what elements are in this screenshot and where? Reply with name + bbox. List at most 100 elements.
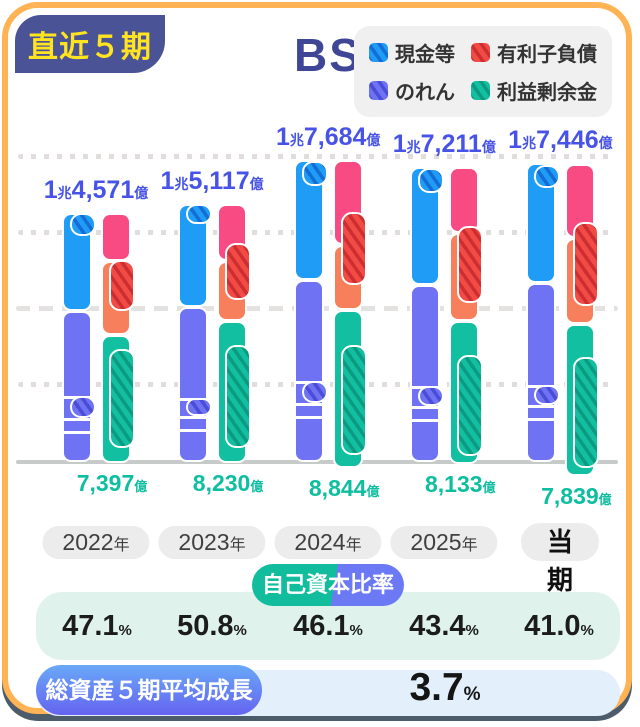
bar-segment-other-liabilities — [100, 213, 131, 262]
total-assets-label-part: 億 — [598, 135, 613, 152]
total-assets-label-part: 7,684 — [303, 123, 367, 152]
overlay-retained-hatch — [456, 354, 483, 457]
overlay-retained-hatch — [224, 345, 251, 449]
overlay-debt-hatch — [224, 242, 251, 300]
retained-earnings-label: 7,839億 — [501, 483, 640, 510]
overlay-cash-hatch — [185, 204, 212, 224]
bar-segment-goodwill — [409, 284, 440, 462]
retained-earnings-label-part: 7,839 — [541, 483, 599, 510]
total-assets-label-part: 兆 — [57, 184, 72, 201]
overlay-debt-hatch — [108, 260, 135, 311]
gridline-dotted — [18, 154, 616, 159]
retained-earnings-label-part: 億 — [366, 484, 380, 500]
overlay-retained-hatch — [108, 349, 135, 449]
overlay-cash-hatch — [301, 160, 328, 186]
legend-label: 有利子負債 — [497, 44, 597, 66]
overlay-debt-hatch — [340, 212, 367, 285]
page-title: BS — [294, 29, 362, 81]
total-assets-label-part: 兆 — [522, 135, 537, 152]
recent-periods-badge: 直近５期 — [15, 15, 165, 73]
growth-rate-value: 3.7% — [365, 666, 525, 710]
equity-ratio-value: 46.1% — [258, 610, 398, 643]
retained-earnings-label: 8,230億 — [153, 470, 303, 497]
period-suffix: 年 — [345, 537, 362, 554]
period-pill-current[interactable]: 当期 — [520, 523, 600, 595]
equity-ratio-value: 41.0% — [489, 610, 629, 643]
value: 47.1 — [62, 610, 119, 642]
bar-segment-other-liabilities — [332, 159, 363, 245]
retained-earnings-label-part: 億 — [598, 492, 612, 508]
total-assets-label-part: 1 — [508, 126, 523, 155]
bar-chart: 1兆4,571億 7,397億 1兆5,117億 8,230億 1兆7,684億 8,84… — [8, 8, 640, 727]
total-assets-label-part: 1 — [392, 129, 407, 158]
total-assets-label-part: 億 — [481, 138, 496, 155]
bar-seam — [411, 419, 438, 423]
value: 43.4 — [409, 610, 466, 642]
equity-ratio-value: 43.4% — [374, 610, 514, 643]
period-suffix: 年 — [229, 537, 246, 554]
total-assets-label: 1兆4,571億 — [1, 176, 191, 205]
retained-earnings-label-part: 8,230 — [192, 469, 251, 496]
overlay-retained-hatch — [340, 345, 367, 456]
bar-segment-goodwill — [293, 280, 324, 462]
retained-earnings-label-part: 億 — [482, 480, 496, 495]
period-label: 2024 — [294, 529, 346, 555]
unit: % — [118, 622, 132, 639]
period-pill-2025[interactable]: 2025 年 — [390, 526, 498, 559]
debt-swatch-icon — [471, 43, 490, 62]
overlay-debt-hatch — [456, 226, 483, 304]
bar-segment-goodwill — [177, 306, 208, 462]
equity-ratio-title: 自己資本比率 — [252, 564, 404, 606]
period-label: 2025 — [410, 529, 462, 555]
retained-swatch-icon — [471, 81, 490, 100]
unit: % — [349, 622, 363, 639]
period-suffix: 年 — [113, 537, 130, 554]
unit: % — [233, 622, 247, 639]
legend-label: 現金等 — [395, 44, 455, 66]
total-assets-label-part: 億 — [249, 176, 264, 193]
legend: 現金等 有利子負債 のれん 利益剰余金 — [354, 26, 612, 117]
overlay-goodwill-hatch — [301, 380, 328, 403]
retained-earnings-label: 8,133億 — [385, 471, 535, 498]
unit: % — [580, 622, 594, 639]
total-assets-label: 1兆7,446億 — [465, 126, 640, 155]
total-assets-label-part: 兆 — [289, 132, 304, 149]
overlay-cash-hatch — [417, 167, 444, 193]
total-assets-label-part: 億 — [134, 184, 149, 201]
equity-ratio-value: 47.1% — [27, 610, 167, 643]
bar-seam — [295, 415, 322, 419]
overlay-cash-hatch — [69, 212, 96, 237]
card: 直近５期 BS 現金等 有利子負債 のれん 利益剰余金 1兆4,571億 7,39… — [2, 2, 632, 716]
baseline-axis — [16, 460, 618, 464]
unit: % — [465, 622, 479, 639]
total-assets-label-part: 億 — [366, 132, 381, 149]
total-assets-label-part: 兆 — [406, 138, 421, 155]
total-assets-label-part: 1 — [275, 123, 290, 152]
period-pill-2024[interactable]: 2024 年 — [274, 526, 382, 559]
period-label: 2022 — [62, 529, 114, 555]
bar-segment-other-liabilities — [448, 167, 479, 234]
bar-segment-goodwill — [61, 311, 92, 462]
period-label: 2023 — [178, 529, 230, 555]
value: 46.1 — [293, 610, 350, 642]
bar-seam — [179, 415, 206, 419]
total-assets-label: 1兆7,684億 — [233, 123, 423, 152]
period-label: 当期 — [546, 527, 574, 595]
total-assets-label-part: 4,571 — [71, 175, 135, 204]
overlay-goodwill-hatch — [417, 386, 444, 407]
retained-earnings-label: 7,397億 — [37, 470, 187, 497]
retained-earnings-label-part: 8,133 — [425, 471, 483, 497]
value: 50.8 — [177, 610, 234, 642]
overlay-retained-hatch — [572, 357, 599, 468]
total-assets-label-part: 7,211 — [420, 129, 482, 158]
total-assets-label: 1兆5,117億 — [117, 167, 307, 196]
bar-seam — [295, 402, 322, 406]
total-assets-label-part: 5,117 — [188, 167, 250, 196]
equity-ratio-value: 50.8% — [142, 610, 282, 643]
cash-swatch-icon — [369, 43, 388, 62]
period-pill-2022[interactable]: 2022 年 — [42, 526, 150, 559]
bar-seam — [527, 418, 554, 421]
period-pill-2023[interactable]: 2023 年 — [158, 526, 266, 559]
legend-item-goodwill: のれん — [369, 76, 455, 105]
